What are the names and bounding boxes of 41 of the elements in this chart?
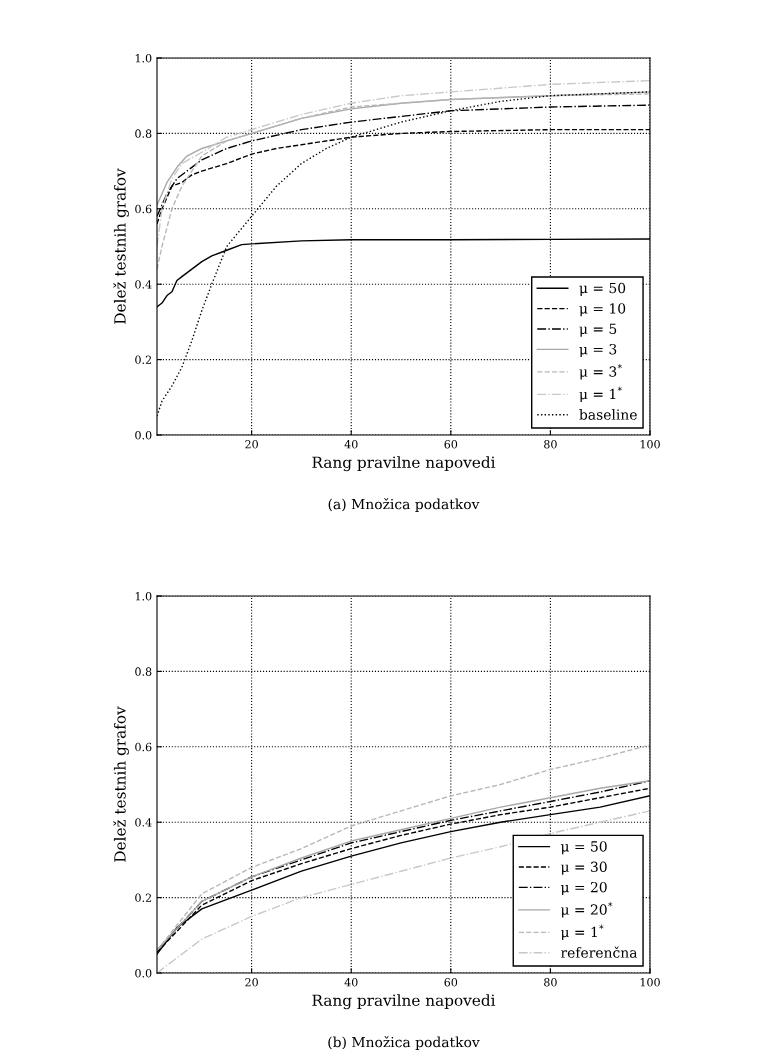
legend-label: baseline bbox=[579, 409, 637, 420]
y-tick-label: 0.0 bbox=[135, 430, 152, 440]
y-axis-title: Delež testnih grafov bbox=[113, 168, 129, 324]
legend-label: μ = 20 bbox=[560, 881, 607, 896]
legend-label: μ = 3$^{*}$ bbox=[579, 364, 622, 380]
x-tick-label: 80 bbox=[544, 978, 557, 987]
legend-label: μ = 30 bbox=[560, 861, 607, 875]
x-tick-label: 20 bbox=[245, 978, 258, 987]
x-tick-label: 40 bbox=[344, 978, 358, 987]
x-tick-label: 100 bbox=[640, 978, 660, 987]
x-tick-label: 40 bbox=[344, 440, 358, 449]
legend-label: μ = 1$^{*}$ bbox=[579, 386, 622, 402]
y-tick-label: 0.8 bbox=[135, 667, 152, 676]
legend-label: referenčna bbox=[560, 946, 638, 958]
y-axis-title: Delež testnih grafov bbox=[113, 706, 129, 862]
x-axis-title: Rang pravilne napovedi bbox=[312, 994, 496, 1010]
text: (a) Množica podatkov bbox=[328, 498, 480, 512]
x-tick-label: 100 bbox=[640, 440, 660, 449]
y-tick-label: 0.4 bbox=[135, 280, 152, 289]
y-tick-label: 0.2 bbox=[135, 893, 152, 902]
legend-label: μ = 1$^{*}$ bbox=[560, 924, 604, 940]
legend-label: μ = 50 bbox=[560, 841, 607, 855]
y-tick-label: 0.6 bbox=[135, 204, 152, 214]
y-tick-label: 0.2 bbox=[135, 355, 152, 364]
y-tick-label: 1.0 bbox=[135, 53, 152, 63]
x-tick-label: 60 bbox=[444, 440, 458, 449]
text: (b) Množica podatkov bbox=[328, 1036, 480, 1050]
legend-label: μ = 3 bbox=[579, 343, 617, 358]
x-axis-title: Rang pravilne napovedi bbox=[312, 456, 496, 472]
y-tick-label: 0.6 bbox=[135, 742, 152, 752]
legend-label: μ = 20$^{*}$ bbox=[560, 902, 613, 918]
legend-label: μ = 50 bbox=[579, 282, 626, 296]
y-tick-label: 1.0 bbox=[135, 591, 152, 601]
y-tick-label: 0.4 bbox=[135, 818, 152, 827]
y-tick-label: 0.8 bbox=[135, 129, 152, 138]
legend-label: μ = 10 bbox=[579, 303, 626, 317]
x-tick-label: 60 bbox=[444, 978, 458, 987]
x-tick-label: 20 bbox=[245, 440, 258, 449]
x-tick-label: 80 bbox=[544, 440, 557, 449]
y-tick-label: 0.0 bbox=[135, 968, 152, 978]
legend-label: μ = 5 bbox=[579, 323, 617, 337]
